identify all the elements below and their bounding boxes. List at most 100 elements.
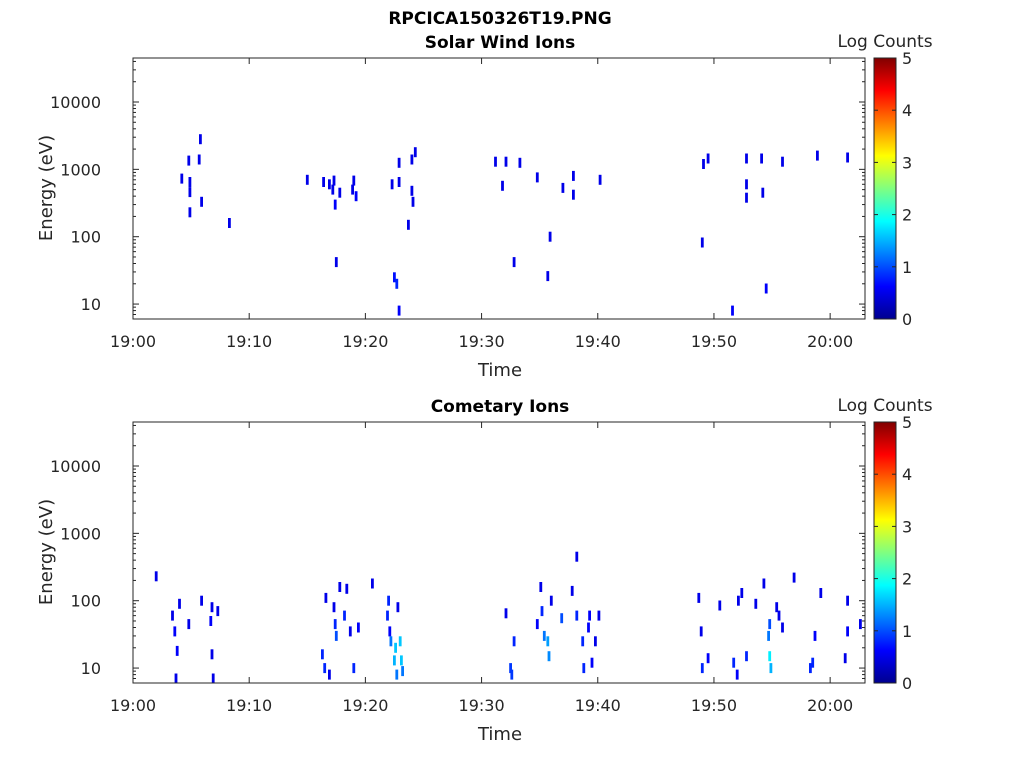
heatmap-cell bbox=[547, 651, 551, 662]
heatmap-cell bbox=[745, 192, 748, 203]
heatmap-cell bbox=[706, 653, 710, 664]
colorbar-tick-label: 5 bbox=[902, 49, 912, 68]
heatmap-cell bbox=[332, 602, 336, 613]
heatmap-cell bbox=[352, 663, 356, 674]
heatmap-cell bbox=[305, 174, 309, 185]
heatmap-cell bbox=[702, 159, 705, 169]
y-tick-label: 10000 bbox=[50, 457, 101, 476]
colorbar-tick-label: 5 bbox=[902, 413, 912, 432]
plot-frame bbox=[132, 421, 866, 684]
heatmap-cell bbox=[331, 184, 335, 195]
heatmap-cell bbox=[154, 571, 158, 582]
heatmap-cell bbox=[699, 626, 703, 637]
heatmap-cell bbox=[735, 669, 739, 680]
figure-title: RPCICA150326T19.PNG bbox=[388, 9, 611, 29]
x-axis-label: Time bbox=[477, 360, 522, 381]
colorbar-tick-label: 2 bbox=[902, 570, 912, 589]
heatmap-cells bbox=[154, 551, 862, 684]
heatmap-cell bbox=[760, 153, 763, 164]
heatmap-cell bbox=[846, 595, 849, 606]
heatmap-cell bbox=[813, 630, 817, 641]
heatmap-cell bbox=[332, 175, 336, 186]
heatmap-cell bbox=[410, 154, 414, 165]
colorbar: 0 1 2 3 4 5 bbox=[873, 413, 912, 693]
heatmap-cell bbox=[597, 610, 601, 621]
colorbar-tick-label: 0 bbox=[902, 310, 912, 329]
heatmap-cell bbox=[371, 578, 374, 589]
heatmap-cell bbox=[518, 157, 522, 168]
y-tick-label: 1000 bbox=[60, 524, 101, 543]
heatmap-cell bbox=[210, 602, 214, 613]
panel-title: Cometary Ions bbox=[431, 397, 570, 417]
axis-ticks: 19:00 19:10 19:20 19:30 19:40 19:50 20:00 10 100… bbox=[50, 58, 865, 351]
heatmap-cell bbox=[411, 196, 415, 207]
heatmap-cell bbox=[546, 271, 550, 282]
heatmap-cell bbox=[328, 669, 331, 680]
heatmap-cell bbox=[745, 179, 748, 190]
heatmap-cell bbox=[354, 191, 358, 202]
x-tick-label: 19:40 bbox=[575, 696, 621, 715]
heatmap-cell bbox=[560, 613, 564, 624]
colorbar-label: Log Counts bbox=[837, 32, 932, 52]
axis-ticks: 19:00 19:10 19:20 19:30 19:40 19:50 20:00 10 100… bbox=[50, 422, 865, 715]
heatmap-cell bbox=[504, 608, 508, 619]
heatmap-cell bbox=[761, 187, 765, 198]
heatmap-cell bbox=[407, 219, 410, 230]
heatmap-cell bbox=[700, 237, 704, 248]
heatmap-cell bbox=[843, 653, 847, 664]
heatmap-cell bbox=[352, 175, 356, 186]
heatmap-cell bbox=[501, 180, 504, 191]
heatmap-cell bbox=[334, 257, 338, 268]
heatmap-cell bbox=[509, 663, 512, 674]
heatmap-cell bbox=[333, 199, 337, 210]
heatmap-cell bbox=[389, 636, 393, 647]
x-tick-label: 19:10 bbox=[226, 332, 272, 351]
heatmap-cell bbox=[767, 630, 770, 641]
heatmap-cell bbox=[512, 636, 516, 647]
heatmap-cell bbox=[397, 157, 401, 168]
heatmap-cell bbox=[228, 218, 231, 228]
heatmap-cell bbox=[740, 588, 744, 598]
heatmap-cell bbox=[187, 155, 191, 166]
heatmap-cell bbox=[401, 666, 404, 677]
heatmap-cell bbox=[769, 663, 773, 674]
heatmap-cell bbox=[395, 669, 399, 680]
heatmap-cell bbox=[174, 673, 178, 684]
y-tick-label: 100 bbox=[70, 228, 101, 247]
heatmap-cell bbox=[768, 651, 772, 662]
x-tick-label: 20:00 bbox=[807, 696, 853, 715]
heatmap-cell bbox=[792, 572, 796, 583]
heatmap-cell bbox=[324, 592, 328, 603]
heatmap-cell bbox=[211, 673, 215, 684]
heatmap-cell bbox=[504, 156, 508, 167]
y-tick-label: 10000 bbox=[50, 93, 101, 112]
heatmap-cell bbox=[809, 663, 812, 674]
x-tick-label: 20:00 bbox=[807, 332, 853, 351]
x-tick-label: 19:00 bbox=[110, 696, 156, 715]
heatmap-cell bbox=[387, 595, 390, 606]
x-tick-label: 19:50 bbox=[691, 696, 737, 715]
heatmap-cell bbox=[333, 619, 337, 630]
heatmap-cell bbox=[575, 551, 579, 562]
heatmap-cell bbox=[197, 154, 201, 165]
heatmap-cell bbox=[764, 283, 768, 294]
heatmap-cell bbox=[777, 610, 781, 621]
heatmap-cell bbox=[200, 595, 203, 606]
colorbar-tick-label: 2 bbox=[902, 206, 912, 225]
heatmap-cell bbox=[700, 663, 704, 674]
heatmap-cell bbox=[171, 610, 174, 621]
heatmap-cell bbox=[581, 636, 585, 647]
heatmap-cell bbox=[173, 626, 177, 637]
x-tick-label: 19:40 bbox=[575, 332, 621, 351]
heatmap-cell bbox=[572, 189, 575, 200]
heatmap-cell bbox=[768, 619, 772, 630]
heatmap-cell bbox=[398, 636, 402, 647]
heatmap-cell bbox=[216, 606, 220, 617]
heatmap-cell bbox=[572, 170, 575, 181]
colorbar-gradient bbox=[873, 57, 897, 320]
heatmap-cell bbox=[575, 610, 579, 621]
plot-frame bbox=[132, 57, 866, 320]
heatmap-cell bbox=[188, 187, 192, 198]
heatmap-cell bbox=[494, 156, 497, 167]
